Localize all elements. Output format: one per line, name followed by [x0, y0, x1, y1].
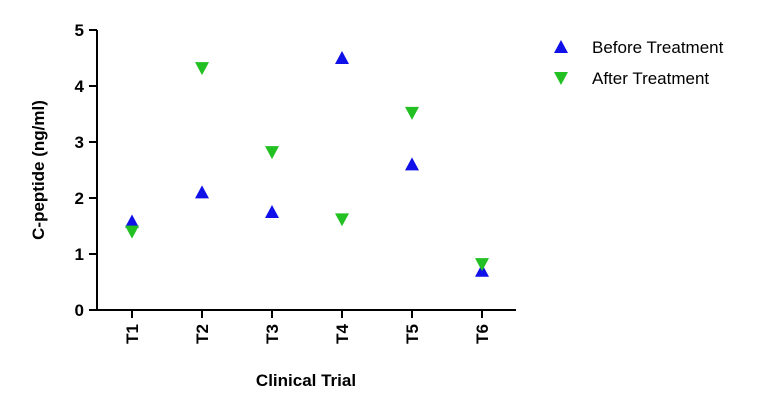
x-axis-title: Clinical Trial	[256, 371, 356, 390]
triangle-up-marker	[195, 185, 209, 199]
y-tick-label: 1	[75, 245, 84, 264]
y-tick-label: 3	[75, 133, 84, 152]
x-tick-label: T2	[193, 324, 212, 344]
legend-marker	[554, 72, 568, 85]
x-tick-label: T3	[263, 324, 282, 344]
x-tick-label: T6	[473, 324, 492, 344]
triangle-up-marker	[405, 157, 419, 171]
x-ticks: T1 T2 T3 T4 T5 T6	[123, 310, 492, 344]
y-ticks: 0 1 2 3 4 5	[75, 21, 97, 320]
series-after	[125, 62, 489, 272]
triangle-down-marker	[265, 146, 279, 160]
x-tick-label: T4	[333, 323, 352, 343]
legend-label: Before Treatment	[592, 38, 724, 57]
triangle-down-marker	[475, 258, 489, 272]
y-axis-title: C-peptide (ng/ml)	[29, 100, 48, 240]
series-before	[125, 51, 489, 277]
plot-area: 0 1 2 3 4 5 T1 T2 T3 T4 T5 T6	[75, 21, 516, 344]
legend-marker	[554, 40, 568, 53]
triangle-down-marker	[125, 225, 139, 239]
y-tick-label: 4	[75, 77, 85, 96]
triangle-up-marker	[265, 205, 279, 218]
triangle-up-marker	[125, 214, 139, 228]
y-tick-label: 2	[75, 189, 84, 208]
legend: Before Treatment After Treatment	[554, 38, 724, 88]
triangle-up-marker	[335, 51, 349, 64]
triangle-down-marker	[335, 213, 349, 227]
legend-label: After Treatment	[592, 69, 709, 88]
x-tick-label: T1	[123, 324, 142, 344]
y-tick-label: 0	[75, 301, 84, 320]
data-markers	[125, 51, 489, 277]
triangle-down-marker	[195, 62, 209, 76]
y-tick-label: 5	[75, 21, 84, 40]
x-tick-label: T5	[403, 324, 422, 344]
triangle-down-marker	[405, 106, 419, 120]
